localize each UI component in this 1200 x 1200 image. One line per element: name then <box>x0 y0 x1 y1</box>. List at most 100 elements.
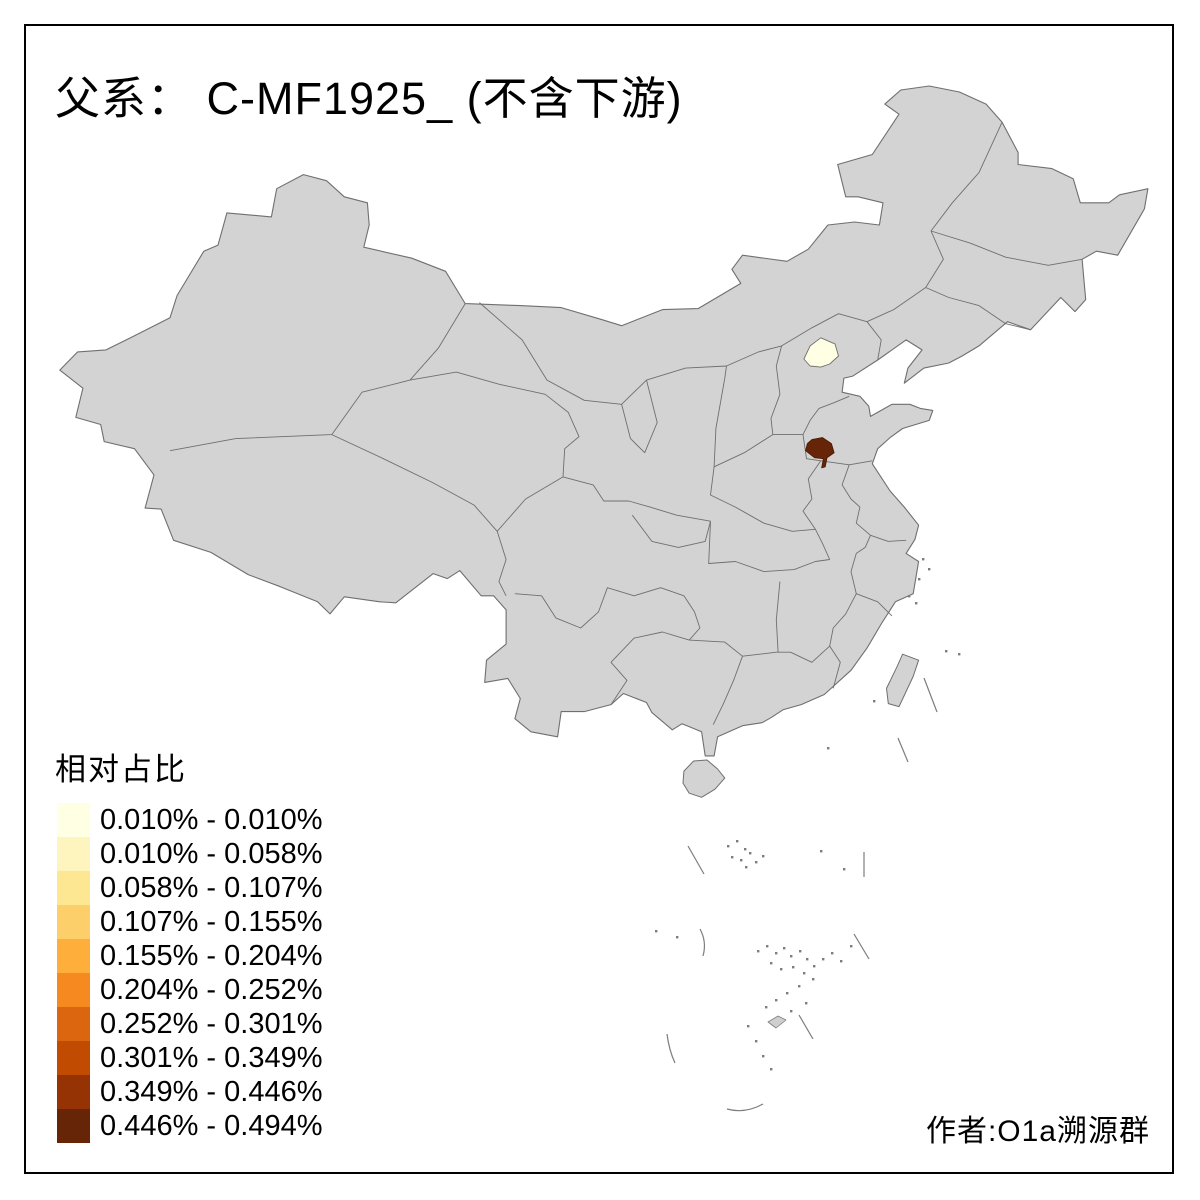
small-island-mark <box>757 950 760 953</box>
legend-range-label: 0.301% - 0.349% <box>100 1041 323 1074</box>
small-island-mark <box>745 866 748 869</box>
small-island-mark <box>762 1055 765 1058</box>
small-island-mark <box>765 1006 768 1009</box>
legend-color-swatch <box>57 837 90 871</box>
sea-boundary-dash <box>897 737 909 763</box>
legend-rows: 0.010% - 0.010% 0.010% - 0.058% 0.058% - 0… <box>57 803 322 1143</box>
province-border <box>930 230 1083 266</box>
small-island-mark <box>766 945 769 948</box>
province-border <box>708 521 830 573</box>
legend-item: 0.010% - 0.058% <box>57 837 322 871</box>
small-island-mark <box>744 848 747 851</box>
province-border <box>775 581 781 653</box>
sea-boundary-dash <box>699 928 706 957</box>
legend-range-label: 0.010% - 0.058% <box>100 837 323 870</box>
small-island-mark <box>790 955 793 958</box>
province-border <box>870 534 907 542</box>
legend-item: 0.446% - 0.494% <box>57 1109 322 1143</box>
province-border <box>610 631 841 705</box>
province-border <box>802 460 822 530</box>
sea-boundary-dash <box>666 1033 676 1064</box>
small-island-mark <box>676 936 679 939</box>
small-island-mark <box>755 1040 758 1043</box>
legend-color-swatch <box>57 939 90 973</box>
small-island-mark <box>770 962 773 965</box>
legend-item: 0.301% - 0.349% <box>57 1041 322 1075</box>
province-border <box>169 303 466 452</box>
small-island-mark <box>755 861 758 864</box>
small-island-mark <box>749 852 752 855</box>
legend-color-swatch <box>57 1075 90 1109</box>
province-border <box>712 656 743 725</box>
province-border <box>713 365 727 467</box>
province-border <box>829 593 857 647</box>
small-island-mark <box>783 947 786 950</box>
small-island-mark <box>731 856 734 859</box>
sea-boundary-dash <box>726 1103 764 1112</box>
small-island-mark <box>792 966 795 969</box>
small-island-mark <box>840 960 843 963</box>
small-island-mark <box>775 952 778 955</box>
small-island-mark <box>775 999 778 1002</box>
small-island-mark <box>843 868 846 871</box>
small-island-mark <box>806 958 809 961</box>
legend: 相对占比 0.010% - 0.010% 0.010% - 0.058% 0.058… <box>55 744 385 1143</box>
legend-item: 0.252% - 0.301% <box>57 1007 322 1041</box>
mainland-outline <box>59 85 1149 757</box>
legend-range-label: 0.349% - 0.446% <box>100 1075 323 1108</box>
province-border <box>409 371 580 477</box>
province-border <box>925 287 1031 331</box>
small-island-mark <box>790 1010 793 1013</box>
taiwan-island <box>886 653 920 708</box>
page-title: 父系： C-MF1925_ (不含下游) <box>55 73 683 124</box>
region-highlight-light <box>803 337 839 368</box>
province-border <box>866 321 882 361</box>
province-border <box>713 345 783 468</box>
small-island-mark <box>918 578 921 581</box>
province-border <box>841 464 871 554</box>
legend-item: 0.058% - 0.107% <box>57 871 322 905</box>
small-island-mark <box>908 595 911 598</box>
small-island-mark <box>770 1068 773 1071</box>
sea-boundary-dash <box>853 933 870 960</box>
legend-range-label: 0.107% - 0.155% <box>100 905 323 938</box>
province-border <box>710 466 816 532</box>
small-island-mark <box>915 602 918 605</box>
province-border <box>562 476 711 522</box>
small-island-mark <box>655 930 658 933</box>
small-island-mark <box>812 978 815 981</box>
small-island-mark <box>822 958 825 961</box>
province-border <box>479 122 1003 405</box>
legend-color-swatch <box>57 1007 90 1041</box>
small-island-mark <box>958 653 961 656</box>
small-island-mark <box>798 985 801 988</box>
small-island-mark <box>762 855 765 858</box>
small-island-mark <box>740 859 743 862</box>
province-border <box>496 476 564 532</box>
small-island-mark <box>803 972 806 975</box>
legend-item: 0.010% - 0.010% <box>57 803 322 837</box>
small-island-mark <box>780 968 783 971</box>
legend-range-label: 0.252% - 0.301% <box>100 1007 323 1040</box>
small-island-mark <box>727 845 730 848</box>
legend-color-swatch <box>57 1041 90 1075</box>
small-island-mark <box>799 950 802 953</box>
legend-color-swatch <box>57 1109 90 1143</box>
legend-range-label: 0.155% - 0.204% <box>100 939 323 972</box>
legend-range-label: 0.446% - 0.494% <box>100 1109 323 1142</box>
province-border <box>621 379 658 454</box>
sea-boundary-dash <box>923 677 938 713</box>
small-island-mark <box>747 1025 750 1028</box>
small-island-mark <box>827 747 830 750</box>
legend-color-swatch <box>57 973 90 1007</box>
small-island-mark <box>736 840 739 843</box>
legend-color-swatch <box>57 803 90 837</box>
small-island-mark <box>831 952 834 955</box>
legend-title: 相对占比 <box>55 752 187 787</box>
legend-range-label: 0.010% - 0.010% <box>100 803 323 836</box>
legend-item: 0.155% - 0.204% <box>57 939 322 973</box>
legend-color-swatch <box>57 871 90 905</box>
legend-range-label: 0.204% - 0.252% <box>100 973 323 1006</box>
